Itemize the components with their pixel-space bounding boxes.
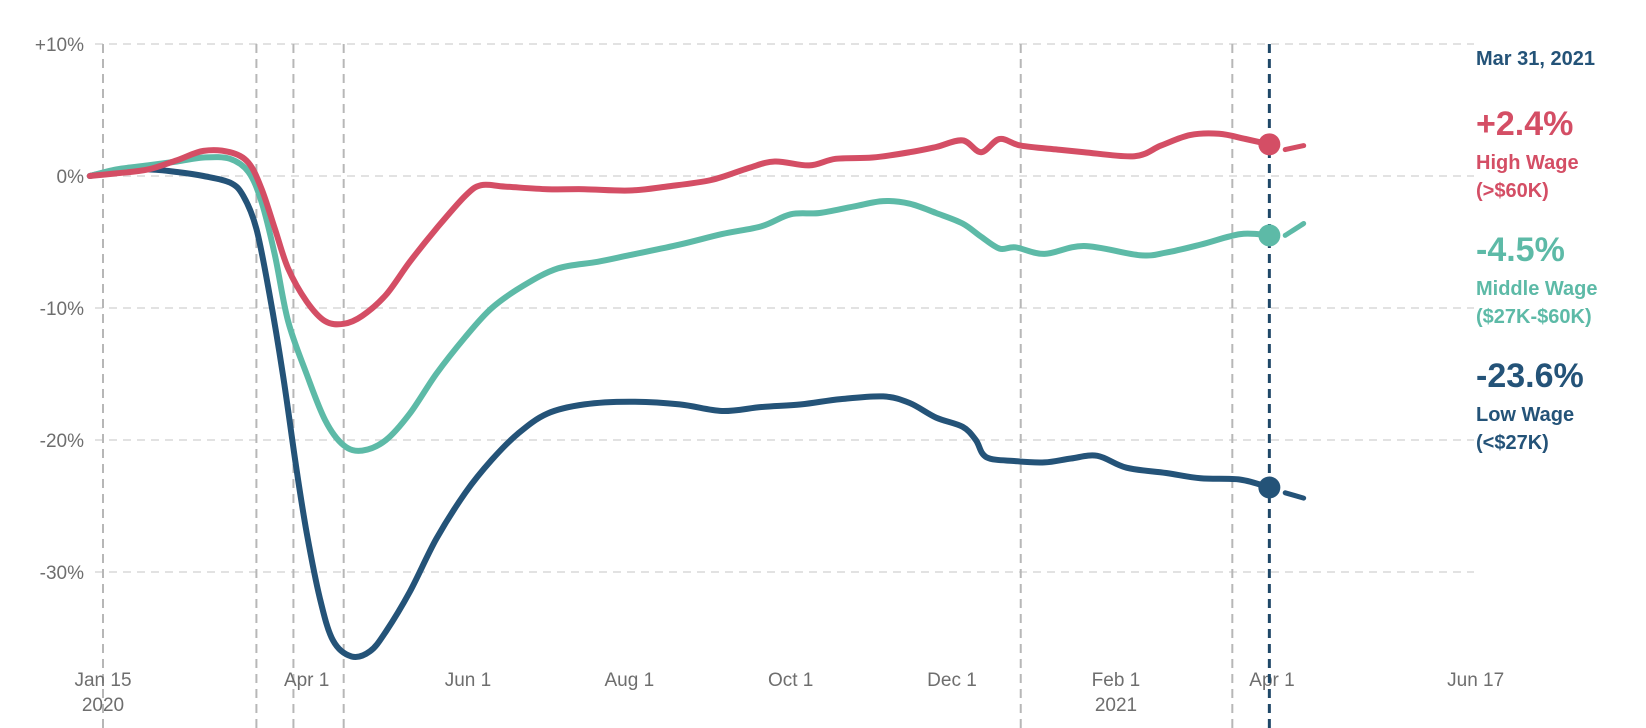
x-tick-label: Jan 15 (74, 670, 131, 691)
series-tail-low (1282, 490, 1307, 501)
series-end-marker-high (1258, 133, 1281, 156)
series-end-marker-low (1258, 476, 1281, 499)
series-line-middle (86, 154, 1273, 454)
legend: Mar 31, 2021 +2.4% High Wage (>$60K) -4.… (1476, 48, 1597, 454)
legend-date: Mar 31, 2021 (1476, 48, 1595, 70)
legend-high-value: +2.4% (1476, 105, 1573, 143)
series-line-low (86, 166, 1273, 660)
x-tick-label: Feb 1 (1092, 670, 1141, 691)
y-tick-label: +10% (35, 35, 84, 56)
legend-middle-value: -4.5% (1476, 231, 1565, 269)
legend-low-value: -23.6% (1476, 357, 1584, 395)
x-tick-label: Oct 1 (768, 670, 813, 691)
series-end-marker-middle (1258, 224, 1281, 247)
x-tick-label: Jun 17 (1447, 670, 1504, 691)
event-lines (102, 44, 1234, 728)
x-tick-sublabel: 2020 (82, 695, 124, 716)
x-tick-label: Apr 1 (284, 670, 329, 691)
y-tick-label: -20% (40, 431, 84, 452)
legend-high-range: (>$60K) (1476, 180, 1549, 202)
x-tick-label: Dec 1 (927, 670, 977, 691)
series-tail-middle (1282, 221, 1307, 238)
series-tail-high (1282, 143, 1307, 153)
y-axis-ticks: +10% 0% -10% -20% -30% (35, 35, 84, 584)
x-tick-label: Jun 1 (445, 670, 491, 691)
y-tick-label: -10% (40, 299, 84, 320)
y-tick-label: -30% (40, 563, 84, 584)
x-tick-sublabel: 2021 (1095, 695, 1137, 716)
legend-high-name: High Wage (1476, 152, 1579, 174)
series-line-high (86, 130, 1273, 328)
x-tick-label: Aug 1 (604, 670, 654, 691)
legend-middle-name: Middle Wage (1476, 278, 1597, 300)
x-tick-label: Apr 1 (1249, 670, 1294, 691)
current-date-marker (1258, 44, 1281, 728)
legend-low-name: Low Wage (1476, 404, 1574, 426)
series-lines (86, 130, 1307, 660)
y-tick-label: 0% (57, 167, 85, 188)
legend-low-range: (<$27K) (1476, 432, 1549, 454)
legend-middle-range: ($27K-$60K) (1476, 306, 1592, 328)
x-axis-ticks: Jan 15 2020 Apr 1 Jun 1 Aug 1 Oct 1 Dec 1 Feb 1… (74, 670, 1504, 716)
gridlines (95, 43, 1474, 573)
